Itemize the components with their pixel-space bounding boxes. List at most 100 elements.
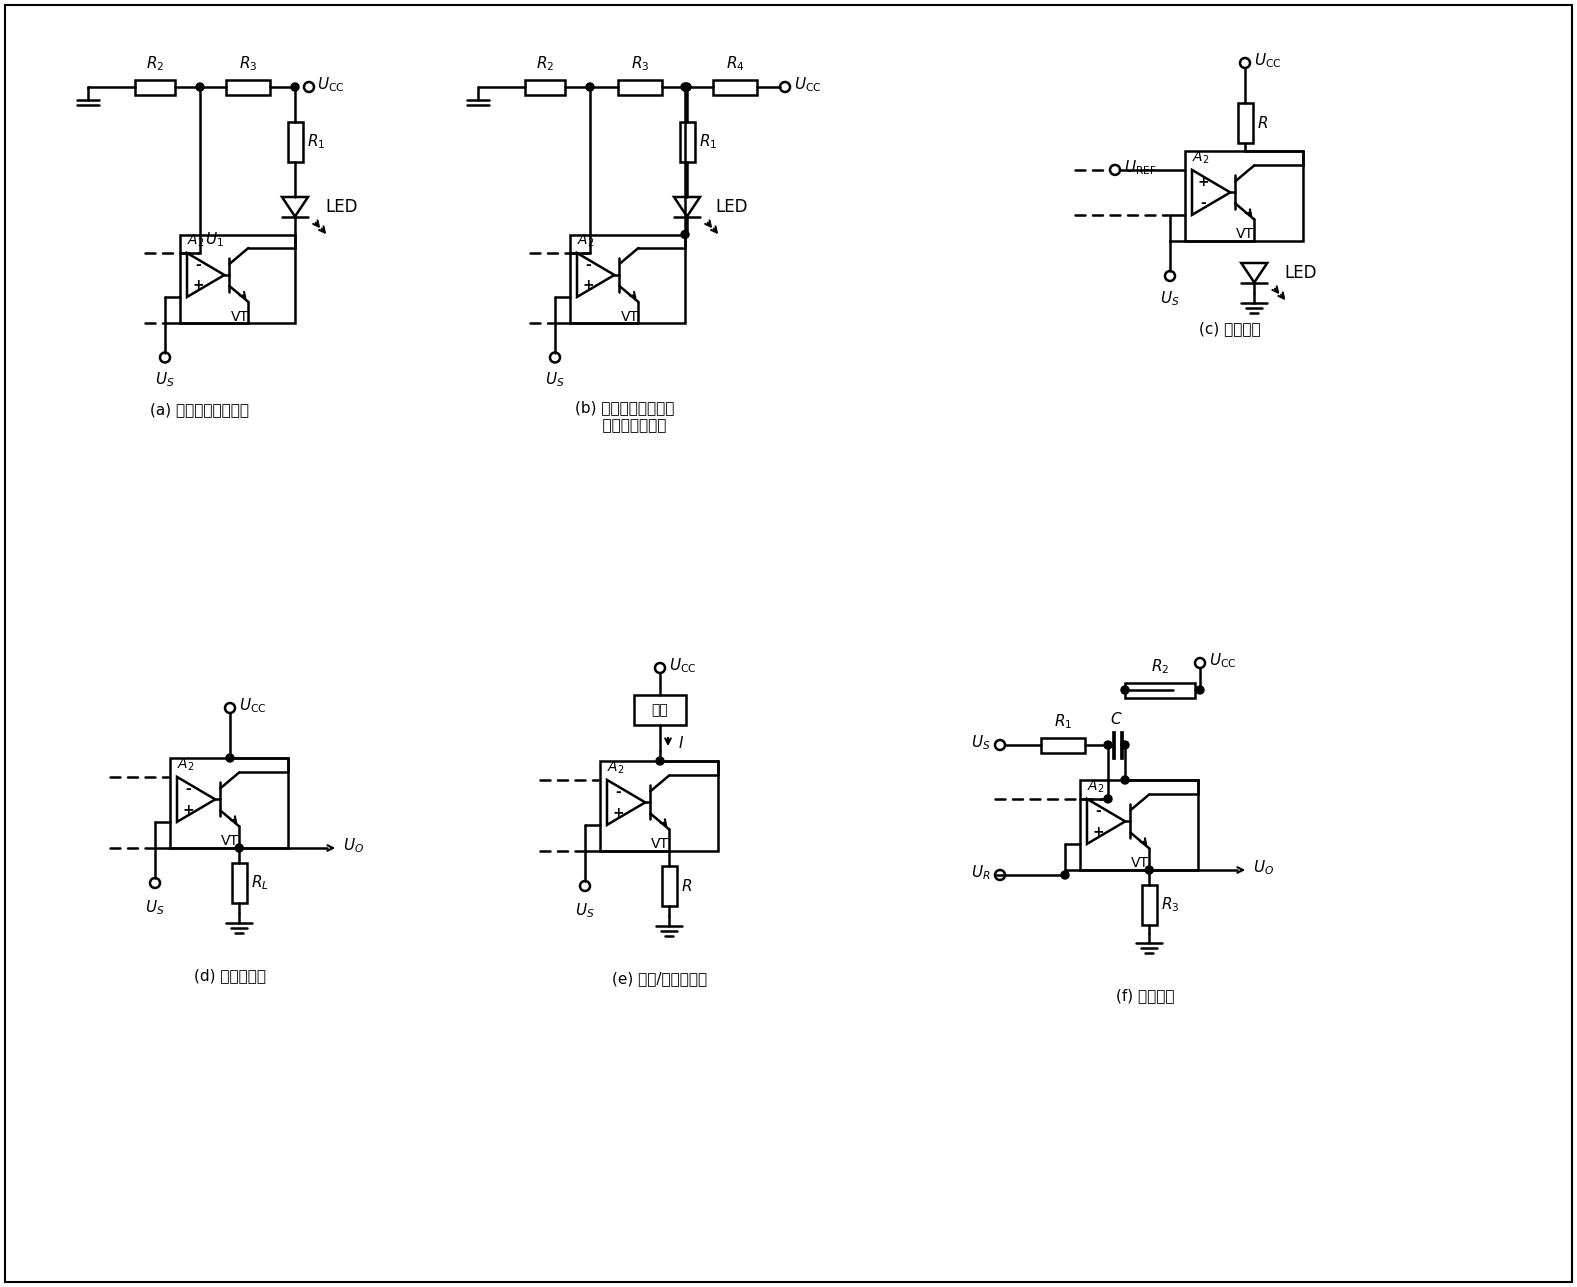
Text: $R_2$: $R_2$ bbox=[536, 54, 554, 73]
Bar bbox=[180, 234, 295, 323]
Circle shape bbox=[683, 82, 691, 91]
Circle shape bbox=[1121, 741, 1129, 749]
Text: $C$: $C$ bbox=[1110, 710, 1123, 727]
Circle shape bbox=[1121, 776, 1129, 784]
Text: +: + bbox=[612, 806, 624, 820]
Polygon shape bbox=[177, 777, 214, 822]
Text: $A_2$: $A_2$ bbox=[577, 233, 595, 248]
Bar bbox=[569, 234, 684, 323]
Text: +: + bbox=[582, 278, 595, 292]
Text: LED: LED bbox=[325, 198, 358, 216]
Polygon shape bbox=[673, 197, 700, 216]
Text: $A_2$: $A_2$ bbox=[1087, 779, 1105, 795]
Bar bbox=[1080, 780, 1199, 870]
Circle shape bbox=[1104, 795, 1112, 803]
Circle shape bbox=[681, 230, 689, 238]
Polygon shape bbox=[282, 197, 308, 216]
Text: -: - bbox=[585, 257, 591, 272]
Polygon shape bbox=[577, 254, 615, 297]
Text: $R_3$: $R_3$ bbox=[631, 54, 650, 73]
Polygon shape bbox=[607, 780, 645, 825]
Circle shape bbox=[292, 82, 300, 91]
Text: $U_{\rm CC}$: $U_{\rm CC}$ bbox=[317, 76, 344, 94]
Text: VT: VT bbox=[1131, 856, 1150, 870]
Text: VT: VT bbox=[221, 834, 240, 848]
Text: -: - bbox=[615, 785, 621, 799]
Text: $R_L$: $R_L$ bbox=[251, 874, 270, 892]
Bar bbox=[1238, 103, 1252, 143]
Text: $R_3$: $R_3$ bbox=[1161, 896, 1180, 914]
Text: $U_{\rm REF}$: $U_{\rm REF}$ bbox=[1124, 158, 1158, 178]
Text: $U_O$: $U_O$ bbox=[344, 837, 364, 856]
Text: $U_{\rm CC}$: $U_{\rm CC}$ bbox=[669, 656, 697, 676]
Circle shape bbox=[196, 82, 203, 91]
Text: $R_1$: $R_1$ bbox=[308, 133, 325, 152]
Text: +: + bbox=[183, 803, 194, 817]
Text: $U_{\rm CC}$: $U_{\rm CC}$ bbox=[1210, 651, 1236, 671]
Text: $A_2$: $A_2$ bbox=[1192, 149, 1210, 166]
Bar bbox=[599, 761, 718, 851]
Bar bbox=[1184, 151, 1303, 241]
Text: $R_1$: $R_1$ bbox=[699, 133, 718, 152]
Text: $R_2$: $R_2$ bbox=[145, 54, 164, 73]
Text: VT: VT bbox=[230, 310, 249, 324]
Text: $R_4$: $R_4$ bbox=[725, 54, 744, 73]
Text: VT: VT bbox=[651, 838, 669, 852]
Circle shape bbox=[1061, 871, 1069, 879]
Text: VT: VT bbox=[1236, 228, 1254, 242]
Bar bbox=[1124, 682, 1195, 698]
Polygon shape bbox=[1241, 263, 1268, 283]
Text: $R$: $R$ bbox=[681, 878, 692, 894]
Text: $A_2$: $A_2$ bbox=[177, 757, 194, 773]
Text: $U_{\rm CC}$: $U_{\rm CC}$ bbox=[1254, 51, 1282, 71]
Polygon shape bbox=[188, 254, 224, 297]
Text: $U_S$: $U_S$ bbox=[145, 898, 164, 916]
Bar bbox=[1112, 731, 1115, 759]
Text: (a) 超速报警指示电路: (a) 超速报警指示电路 bbox=[150, 403, 249, 417]
Text: (e) 电压/电流转换器: (e) 电压/电流转换器 bbox=[612, 970, 708, 986]
Text: $R_3$: $R_3$ bbox=[238, 54, 257, 73]
Text: LED: LED bbox=[714, 198, 747, 216]
Bar bbox=[1142, 885, 1158, 925]
Text: +: + bbox=[192, 278, 203, 292]
Bar bbox=[634, 695, 686, 725]
Bar bbox=[226, 80, 270, 94]
Text: $I$: $I$ bbox=[678, 735, 684, 752]
Text: $U_1$: $U_1$ bbox=[205, 230, 224, 248]
Circle shape bbox=[226, 754, 233, 762]
Bar bbox=[170, 758, 289, 848]
Text: $U_S$: $U_S$ bbox=[155, 371, 175, 389]
Bar bbox=[232, 864, 246, 903]
Text: LED: LED bbox=[1284, 264, 1317, 282]
Circle shape bbox=[587, 82, 595, 91]
Text: -: - bbox=[196, 257, 200, 272]
Text: $R_2$: $R_2$ bbox=[1151, 658, 1169, 676]
Bar bbox=[525, 80, 565, 94]
Circle shape bbox=[1145, 866, 1153, 874]
Polygon shape bbox=[1087, 799, 1126, 844]
Bar bbox=[618, 80, 662, 94]
Circle shape bbox=[235, 844, 243, 852]
Bar bbox=[1041, 737, 1085, 753]
Bar bbox=[713, 80, 757, 94]
Circle shape bbox=[656, 757, 664, 764]
Bar bbox=[1120, 731, 1123, 759]
Circle shape bbox=[681, 82, 689, 91]
Polygon shape bbox=[1192, 170, 1230, 215]
Circle shape bbox=[1195, 686, 1203, 694]
Text: +: + bbox=[1197, 175, 1210, 189]
Circle shape bbox=[1104, 741, 1112, 749]
Text: 负载: 负载 bbox=[651, 703, 669, 717]
Text: (d) 电压跟随器: (d) 电压跟随器 bbox=[194, 968, 267, 983]
Bar bbox=[287, 122, 303, 162]
Circle shape bbox=[1121, 686, 1129, 694]
Text: $R_1$: $R_1$ bbox=[1053, 712, 1072, 731]
Text: -: - bbox=[1200, 196, 1206, 210]
Text: VT: VT bbox=[620, 310, 639, 324]
Text: $A_2$: $A_2$ bbox=[607, 759, 624, 776]
Bar bbox=[136, 80, 175, 94]
Text: -: - bbox=[1094, 804, 1101, 819]
Text: $U_R$: $U_R$ bbox=[971, 864, 990, 883]
Text: $U_S$: $U_S$ bbox=[971, 734, 990, 753]
Text: $U_S$: $U_S$ bbox=[546, 371, 565, 389]
